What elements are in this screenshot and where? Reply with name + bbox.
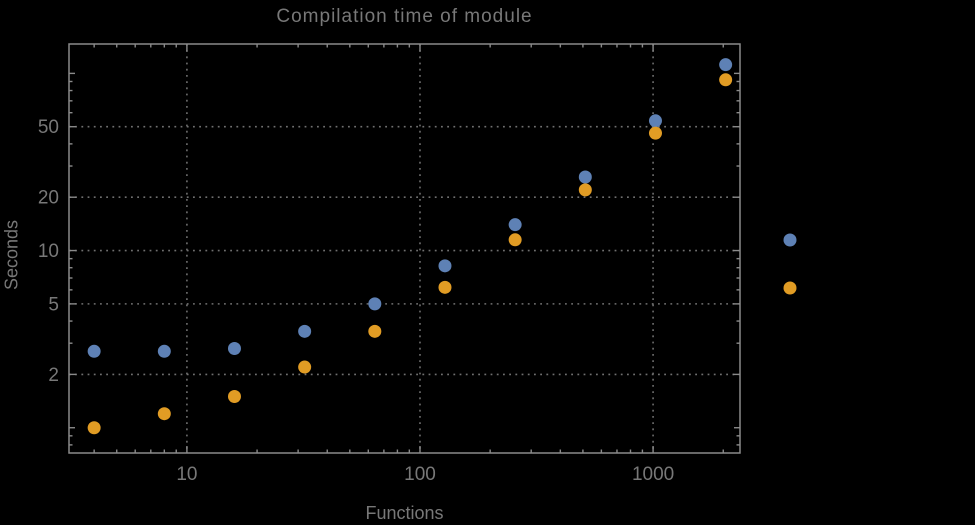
data-point-blue: [508, 218, 522, 232]
data-point-blue: [438, 259, 452, 273]
tick-marks: [69, 44, 740, 453]
x-axis-label: Functions: [365, 503, 444, 523]
x-tick-label: 1000: [632, 464, 674, 485]
data-point-blue: [157, 344, 171, 358]
y-tick-label: 2: [48, 365, 59, 386]
data-point-orange: [719, 73, 733, 87]
data-point-orange: [578, 183, 592, 197]
data-point-blue: [719, 58, 733, 72]
plot-frame-group: [68, 43, 741, 454]
y-tick-label: 20: [38, 188, 59, 209]
x-tick-label: 100: [404, 464, 436, 485]
tick-labels: 10 100 1000 2 5 10 20 50: [38, 117, 674, 485]
data-point-orange: [648, 126, 662, 140]
data-point-blue: [578, 170, 592, 184]
y-tick-label: 10: [38, 241, 59, 262]
data-point-blue: [298, 324, 312, 338]
data-point-orange: [87, 421, 101, 435]
data-point-orange: [298, 360, 312, 374]
data-points: [87, 58, 733, 435]
plot-frame: [68, 43, 741, 454]
legend-marker-orange: [783, 281, 797, 295]
gridlines: [69, 44, 740, 453]
data-point-blue: [648, 114, 662, 128]
data-point-orange: [227, 390, 241, 404]
data-point-orange: [508, 233, 522, 247]
x-tick-label: 10: [176, 464, 197, 485]
y-tick-label: 5: [48, 294, 59, 315]
data-point-orange: [368, 324, 382, 338]
data-point-blue: [368, 297, 382, 311]
legend-marker-blue: [783, 233, 797, 247]
chart-title: Compilation time of module: [276, 6, 533, 27]
data-point-blue: [227, 342, 241, 356]
data-point-orange: [157, 407, 171, 421]
data-point-blue: [87, 344, 101, 358]
legend: [783, 233, 797, 295]
y-tick-label: 50: [38, 117, 59, 138]
data-point-orange: [438, 280, 452, 294]
